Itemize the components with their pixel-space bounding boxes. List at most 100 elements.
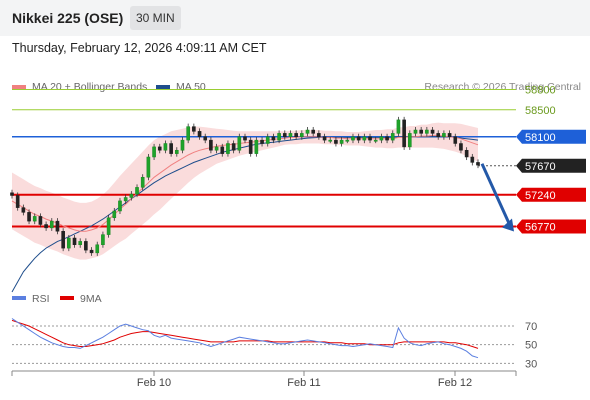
- candle: [129, 191, 134, 201]
- candle: [106, 214, 111, 238]
- rsi-legend-label-1: 9MA: [80, 293, 102, 305]
- candle-body: [78, 241, 83, 245]
- legend-label-1: MA 50: [176, 81, 206, 93]
- candle: [351, 133, 355, 144]
- candle-body: [197, 131, 202, 138]
- candle: [413, 126, 418, 137]
- candle-body: [61, 231, 65, 249]
- candle-body: [157, 146, 162, 151]
- candle: [430, 126, 435, 137]
- candle: [135, 184, 139, 198]
- candle-body: [390, 133, 395, 141]
- candle: [373, 137, 378, 144]
- candle-body: [186, 126, 190, 141]
- candle: [322, 133, 327, 144]
- x-tick-label-2: Feb 12: [438, 377, 472, 389]
- candle: [243, 133, 247, 144]
- candle-body: [163, 143, 168, 151]
- candle: [453, 133, 458, 147]
- forecast-arrow-shaft: [480, 163, 512, 227]
- x-tick-label-1: Feb 11: [287, 377, 320, 389]
- level-tag-5: [516, 219, 586, 234]
- candle: [345, 137, 350, 144]
- copyright-text: Research © 2026 Trading Central: [424, 81, 581, 93]
- candle: [101, 231, 105, 248]
- candle-body: [402, 119, 406, 148]
- candle-body: [27, 212, 31, 222]
- candle-body: [407, 133, 412, 148]
- candle-body: [294, 133, 298, 137]
- level-tag-3: [516, 158, 586, 173]
- candle-body: [334, 139, 338, 144]
- candle: [390, 130, 395, 144]
- candle: [169, 140, 173, 157]
- candle-body: [248, 139, 253, 154]
- candle: [123, 194, 128, 204]
- candle: [260, 137, 264, 147]
- candle: [339, 137, 344, 147]
- candle-body: [135, 187, 139, 195]
- candle: [442, 130, 446, 140]
- candle-body: [277, 133, 281, 141]
- candle: [55, 218, 60, 235]
- candle-body: [174, 150, 179, 154]
- candle: [368, 133, 372, 144]
- timeframe-button[interactable]: 30 MIN: [130, 6, 181, 30]
- header-bar: Nikkei 225 (OSE) 30 MIN: [0, 0, 590, 36]
- candle-body: [95, 244, 100, 254]
- candle: [265, 133, 270, 147]
- candle-body: [339, 139, 344, 144]
- candle-body: [89, 249, 94, 254]
- candle-body: [459, 143, 463, 151]
- candle: [84, 238, 88, 254]
- candle: [140, 174, 145, 191]
- candle: [197, 128, 202, 140]
- candle-body: [140, 177, 145, 188]
- candle-body: [15, 195, 20, 208]
- legend-swatch-1: [156, 85, 170, 89]
- candle: [317, 130, 321, 140]
- candle-body: [271, 136, 276, 141]
- candle-body: [328, 139, 333, 142]
- candle-body: [425, 129, 429, 134]
- x-tick-label-0: Feb 10: [137, 377, 171, 389]
- candle: [356, 133, 361, 144]
- candle-body: [265, 136, 270, 144]
- candle-body: [55, 220, 60, 232]
- candle: [476, 159, 480, 169]
- candle-body: [169, 143, 173, 154]
- candle: [180, 137, 185, 154]
- candle: [470, 153, 475, 166]
- candle-body: [10, 192, 14, 196]
- rsi-legend-swatch-0: [12, 296, 26, 300]
- ma50-line: [11, 136, 479, 293]
- candle-body: [112, 210, 117, 218]
- rsi-ma9-line: [11, 319, 479, 349]
- candle: [192, 123, 196, 135]
- candle: [277, 130, 281, 144]
- rsi-level-label-2: 30: [525, 358, 537, 370]
- candle: [95, 241, 100, 256]
- forecast-arrow-head: [502, 218, 514, 232]
- candle-body: [203, 136, 208, 141]
- candle: [27, 209, 31, 225]
- candle-body: [368, 136, 372, 141]
- candle-body: [49, 220, 54, 229]
- bollinger-band: [12, 122, 478, 260]
- candle-body: [430, 129, 435, 134]
- level-tag-2: [516, 129, 586, 144]
- level-label-5: 56770: [525, 222, 556, 234]
- candle-body: [322, 136, 327, 141]
- candle: [379, 133, 384, 144]
- level-label-1: 58500: [525, 105, 556, 117]
- level-tag-4: [516, 187, 586, 202]
- candle: [89, 247, 94, 256]
- candle: [49, 218, 54, 231]
- candle: [32, 213, 37, 225]
- candle: [248, 137, 253, 157]
- candle-body: [129, 193, 134, 198]
- candle: [38, 213, 43, 228]
- candle: [220, 143, 225, 157]
- candle-body: [436, 133, 441, 137]
